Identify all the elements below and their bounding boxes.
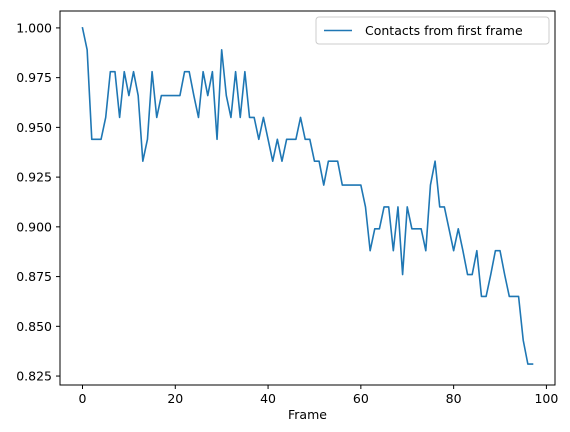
x-tick-label: 20 [167, 391, 183, 406]
y-tick-label: 0.875 [16, 269, 52, 284]
legend-label: Contacts from first frame [365, 23, 523, 38]
series-line-contacts-from-first-frame [81, 26, 534, 365]
x-tick-label: 80 [446, 391, 462, 406]
y-tick-label: 0.825 [16, 369, 52, 384]
plot-area-frame [59, 10, 556, 386]
legend: Contacts from first frame [315, 16, 550, 45]
y-axis-ticks: 0.825 0.850 0.875 0.900 0.925 0.950 0.975 1.000 [16, 20, 60, 384]
x-axis-ticks: 0 20 40 60 80 100 [79, 385, 558, 406]
x-tick-label: 100 [534, 391, 558, 406]
x-tick-label: 40 [260, 391, 276, 406]
x-tick-label: 0 [79, 391, 87, 406]
y-tick-label: 0.975 [16, 70, 52, 85]
y-tick-label: 0.925 [16, 170, 52, 185]
series-layer [81, 26, 534, 365]
y-tick-label: 0.950 [16, 120, 52, 135]
y-tick-label: 1.000 [16, 20, 52, 35]
y-tick-label: 0.850 [16, 319, 52, 334]
y-tick-label: 0.900 [16, 219, 52, 234]
legend-box [315, 16, 550, 45]
x-tick-label: 60 [353, 391, 369, 406]
x-axis-label: Frame [288, 407, 327, 422]
